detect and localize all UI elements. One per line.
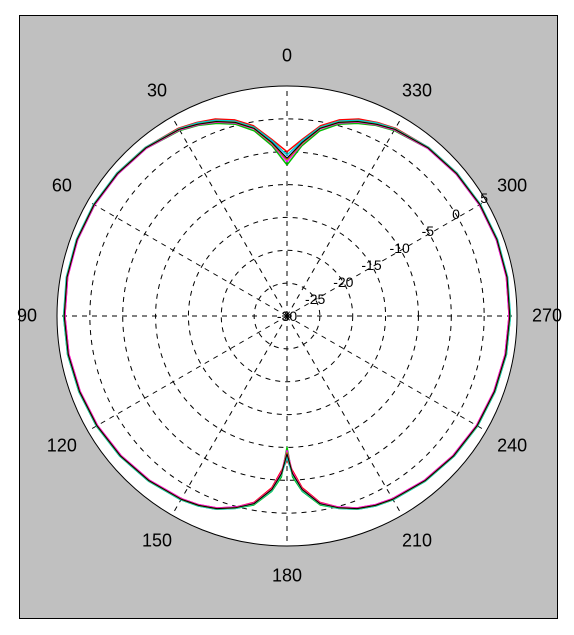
angle-label: 60 <box>52 176 72 197</box>
angle-label: 120 <box>47 436 77 457</box>
angle-label: 300 <box>497 176 527 197</box>
angle-label: 210 <box>402 531 432 552</box>
angle-label: 150 <box>142 531 172 552</box>
radial-label: -15 <box>361 257 381 273</box>
radial-label: -20 <box>333 274 353 290</box>
angle-label: 90 <box>17 306 37 327</box>
radial-label: 5 <box>480 190 488 206</box>
radial-label: 0 <box>452 206 460 222</box>
radial-label: -5 <box>422 223 434 239</box>
angle-label: 30 <box>147 80 167 101</box>
angle-label: 180 <box>272 566 302 587</box>
radial-label: -30 <box>277 308 297 324</box>
angle-label: 240 <box>497 436 527 457</box>
angle-label: 270 <box>532 306 562 327</box>
radial-label: -10 <box>390 240 410 256</box>
radial-label: -25 <box>305 291 325 307</box>
angle-label: 0 <box>282 46 292 67</box>
angle-label: 330 <box>402 80 432 101</box>
